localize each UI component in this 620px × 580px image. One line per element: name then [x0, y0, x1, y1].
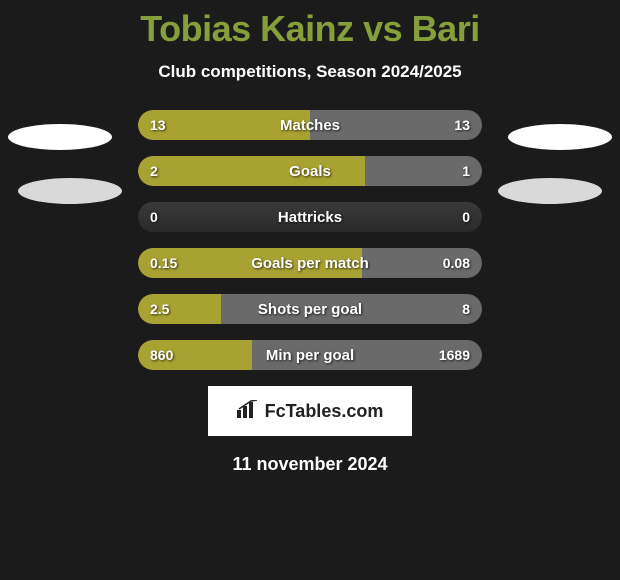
bar-label: Matches	[138, 110, 482, 140]
branding-badge: FcTables.com	[208, 386, 412, 436]
bar-label: Shots per goal	[138, 294, 482, 324]
stat-bar: 2.58Shots per goal	[138, 294, 482, 324]
stat-bar: 0.150.08Goals per match	[138, 248, 482, 278]
bar-label: Goals	[138, 156, 482, 186]
branding-text: FcTables.com	[265, 401, 384, 422]
page-title: Tobias Kainz vs Bari	[0, 0, 620, 50]
bar-label: Hattricks	[138, 202, 482, 232]
date-label: 11 november 2024	[0, 454, 620, 475]
stat-bar: 00Hattricks	[138, 202, 482, 232]
bar-label: Min per goal	[138, 340, 482, 370]
chart-icon	[237, 400, 265, 423]
bar-label: Goals per match	[138, 248, 482, 278]
stat-bar: 8601689Min per goal	[138, 340, 482, 370]
subtitle: Club competitions, Season 2024/2025	[0, 62, 620, 82]
comparison-chart: 1313Matches 21Goals 00Hattricks 0.150.08Goa…	[0, 110, 620, 370]
stat-bar: 21Goals	[138, 156, 482, 186]
stat-bar: 1313Matches	[138, 110, 482, 140]
